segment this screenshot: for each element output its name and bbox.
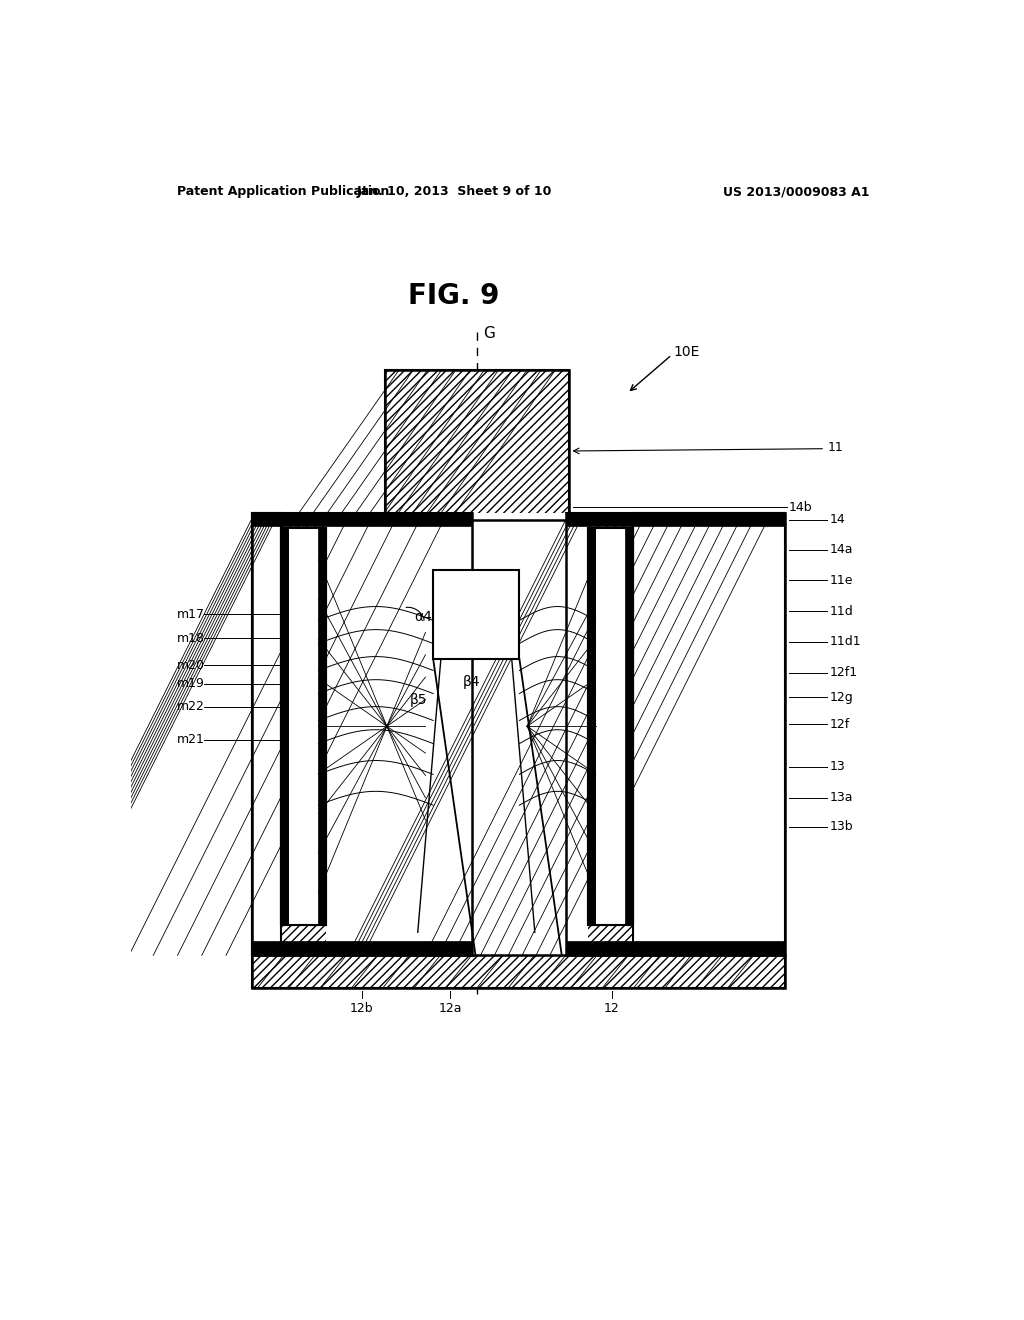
Bar (252, 512, 472, 956)
Text: m21: m21 (177, 733, 205, 746)
Bar (565, 512, 785, 527)
Text: β4: β4 (463, 675, 480, 689)
Text: α4: α4 (414, 610, 432, 624)
Bar (252, 512, 472, 527)
Bar (282, 528, 326, 924)
Bar (385, 370, 569, 520)
Text: 10E: 10E (674, 346, 699, 359)
Text: 14a: 14a (829, 543, 853, 556)
Text: 11d: 11d (829, 605, 853, 618)
Bar (326, 515, 470, 954)
Text: m20: m20 (177, 659, 205, 672)
Bar (252, 512, 472, 956)
Bar (596, 529, 625, 924)
Bar (254, 515, 282, 954)
Text: 14: 14 (829, 513, 846, 527)
Text: Patent Application Publication: Patent Application Publication (177, 185, 389, 198)
Bar (289, 529, 318, 924)
Bar (252, 512, 282, 956)
Text: 11d1: 11d1 (829, 635, 861, 648)
Bar (252, 956, 785, 987)
Text: FIG. 9: FIG. 9 (409, 281, 500, 310)
Text: 14b: 14b (788, 500, 812, 513)
Bar (633, 512, 785, 956)
Bar (588, 528, 633, 924)
Bar (252, 956, 785, 987)
Bar (565, 941, 785, 956)
Bar (472, 512, 565, 956)
Bar (318, 528, 326, 924)
Bar (567, 515, 588, 954)
Bar (588, 528, 596, 924)
Text: 12g: 12g (829, 690, 853, 704)
Text: 12f: 12f (829, 718, 850, 731)
Bar (252, 512, 282, 956)
Text: 13: 13 (829, 760, 846, 774)
Text: m17: m17 (177, 607, 205, 620)
Text: 12f1: 12f1 (829, 667, 858, 680)
Text: m19: m19 (177, 677, 205, 690)
Bar (252, 941, 472, 956)
Bar (565, 512, 588, 956)
Text: 12a: 12a (438, 1002, 462, 1015)
Bar (625, 528, 633, 924)
Text: 12: 12 (604, 1002, 620, 1015)
Bar (282, 528, 289, 924)
Bar (565, 512, 785, 956)
Text: US 2013/0009083 A1: US 2013/0009083 A1 (723, 185, 869, 198)
Text: 11e: 11e (829, 574, 853, 587)
Bar (385, 370, 569, 520)
Bar (588, 528, 633, 924)
Text: Jan. 10, 2013  Sheet 9 of 10: Jan. 10, 2013 Sheet 9 of 10 (356, 185, 552, 198)
Text: 12b: 12b (350, 1002, 374, 1015)
Bar (633, 515, 783, 954)
Bar (433, 570, 519, 659)
Text: 13b: 13b (829, 820, 853, 833)
Bar (326, 512, 472, 956)
Text: 11: 11 (827, 441, 843, 454)
Text: G: G (483, 326, 495, 342)
Bar (282, 528, 326, 924)
Bar (633, 512, 785, 956)
Bar (565, 512, 785, 956)
Text: 13a: 13a (829, 791, 853, 804)
Text: m18: m18 (177, 631, 205, 644)
Text: β5: β5 (410, 693, 428, 706)
Text: m22: m22 (177, 700, 205, 713)
